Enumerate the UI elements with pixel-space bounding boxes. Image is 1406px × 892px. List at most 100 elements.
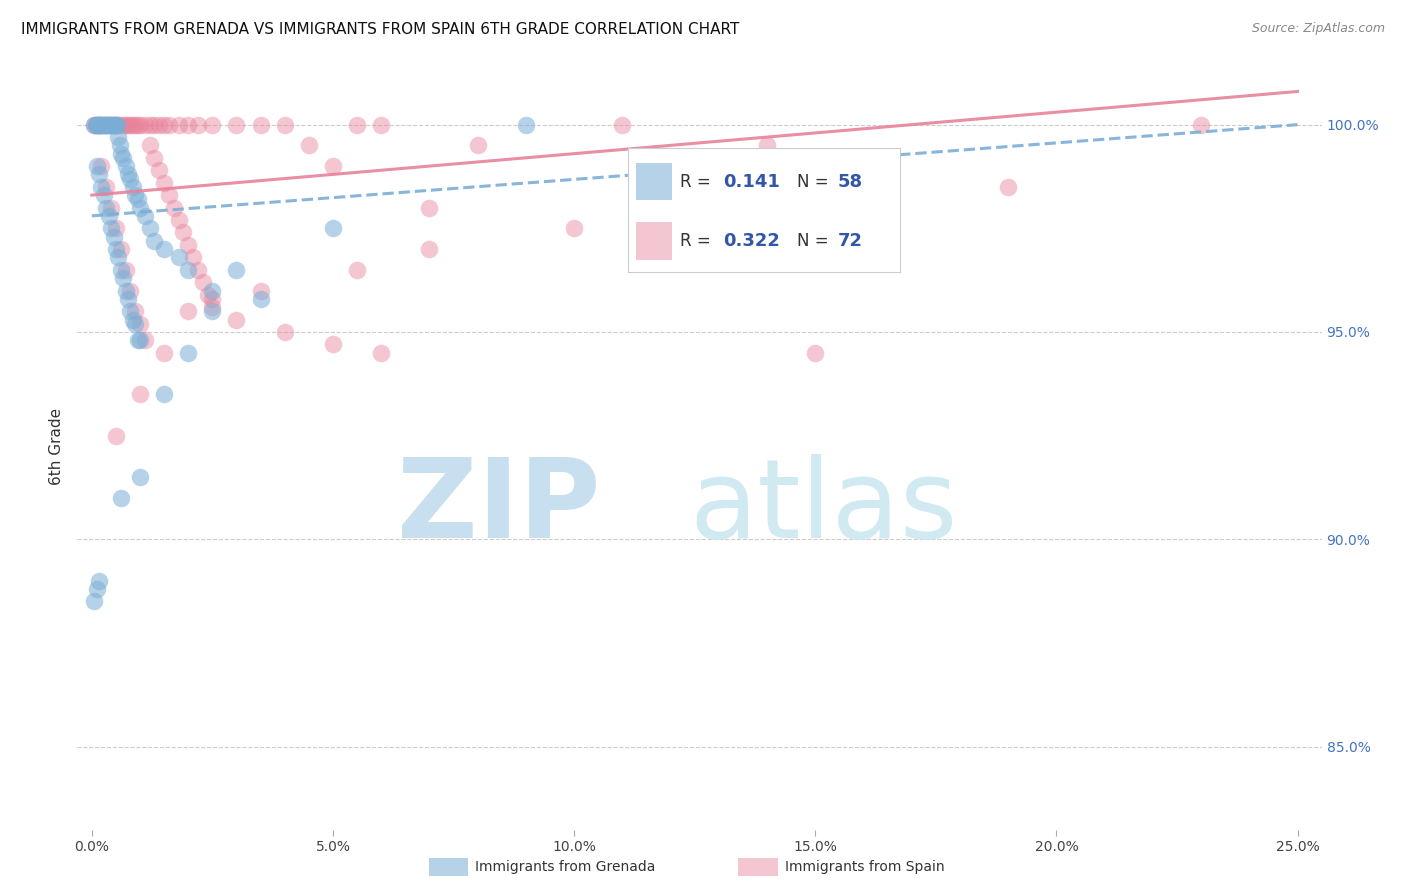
Point bbox=[96, 201, 118, 215]
Point bbox=[96, 179, 118, 194]
Text: R =: R = bbox=[679, 173, 716, 191]
Point bbox=[87, 118, 110, 132]
Point bbox=[134, 118, 156, 132]
Point bbox=[87, 118, 110, 132]
Point bbox=[121, 179, 143, 194]
Point bbox=[153, 345, 176, 359]
Point bbox=[100, 201, 122, 215]
Point bbox=[103, 229, 125, 244]
Point bbox=[124, 118, 146, 132]
Point bbox=[100, 118, 122, 132]
Point bbox=[117, 292, 139, 306]
Point bbox=[163, 201, 186, 215]
Point bbox=[108, 138, 131, 153]
Point bbox=[612, 118, 634, 132]
Text: ZIP: ZIP bbox=[396, 454, 600, 561]
Text: 58: 58 bbox=[838, 173, 863, 191]
Point bbox=[127, 118, 149, 132]
Point bbox=[120, 118, 142, 132]
Point bbox=[153, 387, 176, 401]
Point bbox=[104, 221, 127, 235]
Point bbox=[120, 284, 142, 298]
Point bbox=[127, 192, 149, 206]
Point bbox=[117, 118, 139, 132]
Point bbox=[120, 171, 142, 186]
Point bbox=[84, 118, 107, 132]
Point bbox=[129, 470, 152, 484]
Point bbox=[997, 179, 1019, 194]
Point bbox=[187, 118, 209, 132]
Point bbox=[103, 118, 125, 132]
Point bbox=[129, 201, 152, 215]
Point bbox=[100, 118, 122, 132]
Point bbox=[90, 159, 112, 173]
Point bbox=[346, 118, 368, 132]
Point bbox=[191, 275, 214, 289]
Point bbox=[110, 118, 132, 132]
Point bbox=[201, 118, 224, 132]
Point bbox=[322, 337, 344, 351]
Y-axis label: 6th Grade: 6th Grade bbox=[49, 408, 65, 484]
Point bbox=[86, 118, 108, 132]
Point bbox=[86, 159, 108, 173]
Point bbox=[86, 118, 108, 132]
Point bbox=[107, 130, 129, 145]
Point bbox=[249, 292, 271, 306]
Point bbox=[134, 333, 156, 347]
Point bbox=[153, 242, 176, 256]
Point bbox=[87, 168, 110, 182]
Point bbox=[138, 221, 160, 235]
Point bbox=[114, 284, 136, 298]
Point bbox=[181, 250, 204, 264]
Point bbox=[322, 221, 344, 235]
Point bbox=[105, 118, 128, 132]
Point bbox=[756, 138, 779, 153]
Point bbox=[143, 118, 166, 132]
Point bbox=[148, 163, 170, 178]
Point bbox=[83, 118, 105, 132]
Point bbox=[249, 118, 271, 132]
Point bbox=[143, 151, 166, 165]
Bar bbox=[636, 163, 672, 200]
Point bbox=[1189, 118, 1212, 132]
Point bbox=[370, 118, 392, 132]
Point bbox=[101, 118, 124, 132]
Point bbox=[104, 118, 127, 132]
Point bbox=[804, 345, 827, 359]
Text: Immigrants from Spain: Immigrants from Spain bbox=[785, 860, 945, 874]
Point bbox=[138, 138, 160, 153]
Point bbox=[112, 271, 135, 285]
Point bbox=[249, 284, 271, 298]
Point bbox=[97, 118, 120, 132]
Bar bbox=[636, 222, 672, 260]
Point bbox=[273, 118, 295, 132]
Text: Source: ZipAtlas.com: Source: ZipAtlas.com bbox=[1251, 22, 1385, 36]
Point bbox=[148, 118, 170, 132]
Point bbox=[104, 118, 127, 132]
Text: R =: R = bbox=[679, 232, 716, 250]
Text: IMMIGRANTS FROM GRENADA VS IMMIGRANTS FROM SPAIN 6TH GRADE CORRELATION CHART: IMMIGRANTS FROM GRENADA VS IMMIGRANTS FR… bbox=[21, 22, 740, 37]
Point bbox=[177, 345, 200, 359]
Point bbox=[187, 262, 209, 277]
Point bbox=[153, 118, 176, 132]
Point bbox=[167, 250, 190, 264]
Point bbox=[90, 118, 112, 132]
Point bbox=[93, 118, 115, 132]
Point bbox=[129, 387, 152, 401]
Point bbox=[177, 262, 200, 277]
Point bbox=[84, 118, 107, 132]
Point bbox=[562, 221, 585, 235]
Point bbox=[96, 118, 118, 132]
Point bbox=[104, 242, 127, 256]
Point bbox=[83, 594, 105, 608]
Point bbox=[129, 317, 152, 331]
Point bbox=[197, 287, 219, 301]
Point bbox=[93, 188, 115, 202]
Point bbox=[121, 312, 143, 326]
Point bbox=[114, 159, 136, 173]
Point bbox=[121, 118, 143, 132]
Point bbox=[114, 262, 136, 277]
Point bbox=[201, 284, 224, 298]
Text: 72: 72 bbox=[838, 232, 863, 250]
Point bbox=[98, 118, 121, 132]
